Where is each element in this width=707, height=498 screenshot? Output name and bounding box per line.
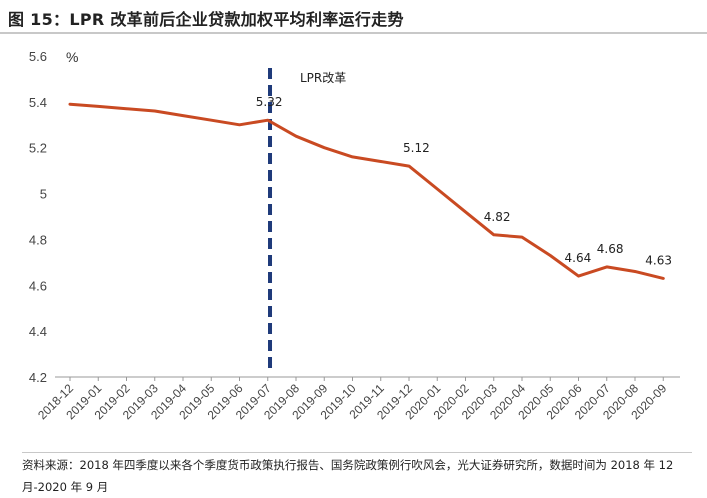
y-tick-label: 4.8 (29, 232, 47, 247)
x-axis: 2018-122019-012019-022019-032019-042019-… (35, 377, 680, 422)
data-label: 4.63 (645, 253, 672, 267)
data-label: 4.68 (597, 242, 624, 256)
y-tick-label: 4.4 (29, 324, 47, 339)
source-note: 资料来源：2018 年四季度以来各个季度货币政策执行报告、国务院政策例行吹风会，… (22, 452, 692, 498)
y-axis-unit-label: % (66, 49, 78, 65)
data-label: 4.64 (565, 251, 592, 265)
y-tick-label: 5 (40, 187, 47, 202)
y-tick-label: 5.4 (29, 95, 47, 110)
y-tick-label: 5.6 (29, 49, 47, 64)
data-label: 5.32 (256, 95, 283, 109)
data-label: 4.82 (484, 210, 511, 224)
lpr-reform-label: LPR改革 (300, 71, 346, 85)
annotations: 5.32 5.12 4.82 4.64 4.68 4.63 (256, 95, 672, 267)
y-tick-label: 4.2 (29, 370, 47, 385)
y-axis: 5.6 5.4 5.2 5 4.8 4.6 4.4 4.2 (29, 49, 47, 385)
lpr-reform-reference: LPR改革 (270, 68, 346, 369)
y-tick-label: 5.2 (29, 141, 47, 156)
y-tick-label: 4.6 (29, 278, 47, 293)
data-label: 5.12 (403, 141, 430, 155)
